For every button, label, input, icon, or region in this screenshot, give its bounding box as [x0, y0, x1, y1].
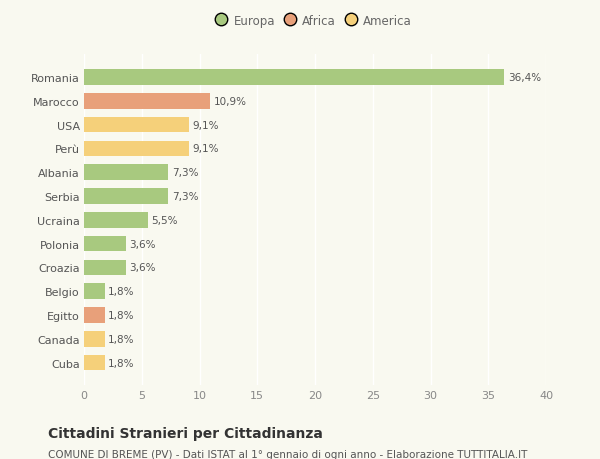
Text: 5,5%: 5,5% [151, 215, 178, 225]
Bar [84, 284, 105, 299]
Bar [84, 70, 505, 85]
Bar [84, 213, 148, 228]
Bar [84, 189, 169, 204]
Bar [84, 355, 105, 370]
Bar [84, 165, 169, 180]
Bar [84, 260, 125, 275]
Text: 3,6%: 3,6% [129, 263, 155, 273]
Text: 7,3%: 7,3% [172, 168, 198, 178]
Text: 1,8%: 1,8% [108, 310, 135, 320]
Bar [84, 236, 125, 252]
Text: 1,8%: 1,8% [108, 286, 135, 297]
Text: 9,1%: 9,1% [193, 144, 219, 154]
Bar [84, 94, 210, 109]
Bar [84, 141, 189, 157]
Text: 3,6%: 3,6% [129, 239, 155, 249]
Text: 9,1%: 9,1% [193, 120, 219, 130]
Text: COMUNE DI BREME (PV) - Dati ISTAT al 1° gennaio di ogni anno - Elaborazione TUTT: COMUNE DI BREME (PV) - Dati ISTAT al 1° … [48, 449, 527, 459]
Bar [84, 118, 189, 133]
Bar [84, 308, 105, 323]
Text: 36,4%: 36,4% [508, 73, 541, 83]
Text: 10,9%: 10,9% [214, 96, 247, 106]
Text: 7,3%: 7,3% [172, 191, 198, 202]
Text: 1,8%: 1,8% [108, 334, 135, 344]
Text: 1,8%: 1,8% [108, 358, 135, 368]
Bar [84, 331, 105, 347]
Legend: Europa, Africa, America: Europa, Africa, America [215, 11, 415, 31]
Text: Cittadini Stranieri per Cittadinanza: Cittadini Stranieri per Cittadinanza [48, 426, 323, 440]
